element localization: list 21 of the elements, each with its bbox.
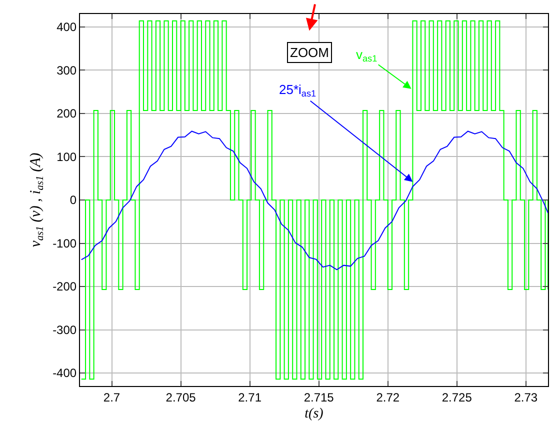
y-tick-label: 0 (70, 193, 77, 208)
x-tick-label: 2.71 (238, 390, 262, 404)
line-series (80, 130, 548, 270)
y-tick-label: -400 (52, 366, 77, 380)
annotation: ZOOM (290, 45, 329, 60)
annotation: v$_{as1}$ (356, 47, 378, 64)
y-tick-label: -200 (52, 280, 77, 294)
x-tick-label: 2.73 (514, 390, 538, 404)
x-axis-title: t(s) (304, 406, 324, 422)
y-tick-label: -300 (52, 322, 77, 337)
y-tick-label: 200 (56, 106, 77, 121)
x-tick-label: 2.715 (304, 390, 334, 404)
x-tick-label: 2.725 (442, 390, 472, 404)
annotation: 25*i$_{as1}$ (279, 82, 316, 99)
y-tick-label: 100 (56, 150, 77, 164)
y-tick-label: 400 (56, 20, 77, 34)
x-tick-label: 2.72 (376, 390, 400, 404)
x-tick-label: 2.705 (166, 390, 196, 404)
y-tick-label: 300 (56, 63, 77, 78)
x-tick-label: 2.7 (103, 390, 120, 404)
y-tick-label: -100 (52, 236, 77, 250)
